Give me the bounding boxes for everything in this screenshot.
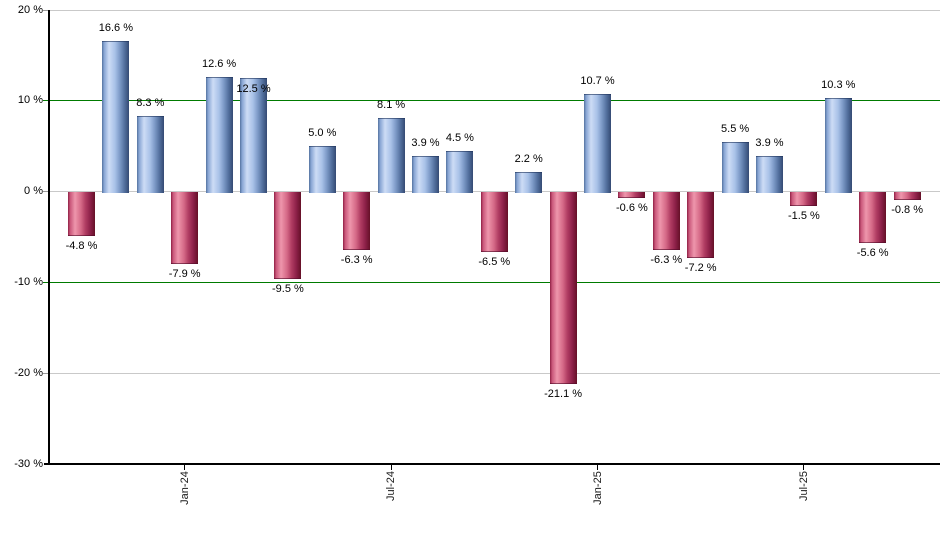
bar-value-label: 3.9 %	[755, 137, 784, 150]
bar-value-label: -1.5 %	[787, 210, 820, 223]
bar-value-label: 8.1 %	[377, 99, 406, 112]
bar	[515, 171, 543, 193]
gridline	[50, 9, 940, 11]
bar	[893, 191, 921, 200]
gridline	[50, 372, 940, 374]
bar	[171, 191, 199, 265]
y-axis-label: -10 %	[14, 275, 43, 288]
bar-value-label: -7.9 %	[168, 268, 201, 281]
y-axis-tick	[43, 281, 48, 283]
bar-value-label: 8.3 %	[136, 97, 165, 110]
bar	[446, 150, 474, 193]
bar	[618, 191, 646, 199]
bar	[721, 141, 749, 193]
bar	[274, 191, 302, 279]
bar	[687, 191, 715, 258]
bar-value-label: 16.6 %	[98, 21, 134, 34]
x-axis-tick	[184, 465, 186, 470]
bar-value-label: 2.2 %	[514, 152, 543, 165]
bar	[824, 98, 852, 193]
bar-value-label: -7.2 %	[684, 261, 717, 274]
bar	[205, 77, 233, 193]
bar	[859, 191, 887, 244]
bar-value-label: 4.5 %	[445, 131, 474, 144]
y-axis-tick	[43, 100, 48, 102]
bar	[136, 116, 164, 193]
bar-value-label: -5.6 %	[856, 247, 889, 260]
bar-value-label: -9.5 %	[271, 282, 304, 295]
bar-value-label: 5.5 %	[721, 122, 750, 135]
x-axis-line	[44, 463, 940, 465]
bar-value-label: 5.0 %	[308, 127, 337, 140]
bar-value-label: -6.3 %	[340, 253, 373, 266]
x-axis-label: Jul-24	[385, 471, 398, 501]
y-axis-label: 20 %	[17, 3, 43, 16]
bar	[68, 191, 95, 237]
y-axis-label: 0 %	[24, 185, 43, 198]
bar-value-label: -0.8 %	[891, 203, 923, 216]
bar	[584, 94, 611, 193]
x-axis-label: Jul-25	[797, 471, 810, 501]
x-axis-tick	[390, 465, 392, 470]
bar	[756, 156, 783, 193]
bar-value-label: 12.5 %	[236, 83, 271, 96]
bar	[343, 191, 371, 250]
bar	[480, 191, 508, 252]
bar-value-label: -6.5 %	[478, 255, 511, 268]
y-axis-tick	[43, 372, 48, 374]
y-axis-line	[48, 10, 50, 464]
y-axis-label: -20 %	[14, 366, 43, 379]
bar	[652, 191, 680, 250]
bar	[102, 40, 130, 193]
bar-value-label: -6.3 %	[650, 253, 683, 266]
bar	[549, 191, 577, 385]
x-axis-tick	[597, 465, 598, 470]
bar-value-label: -4.8 %	[65, 240, 98, 253]
y-axis-tick	[43, 9, 48, 11]
bar	[790, 191, 818, 207]
y-axis-tick	[43, 191, 48, 193]
bar-value-label: 3.9 %	[411, 137, 440, 150]
y-axis-label: 10 %	[17, 94, 43, 107]
bar-value-label: 12.6 %	[201, 58, 237, 71]
x-axis-label: Jan-24	[178, 471, 191, 505]
x-axis-label: Jan-25	[591, 471, 604, 505]
bar-value-label: 10.7 %	[580, 75, 615, 88]
bar-value-label: -21.1 %	[544, 388, 583, 401]
bar-value-label: 10.3 %	[821, 79, 856, 92]
gridline	[50, 281, 940, 283]
bar	[412, 156, 439, 193]
x-axis-tick	[803, 465, 805, 470]
y-axis-label: -30 %	[14, 457, 43, 470]
bar	[377, 118, 405, 193]
bar	[240, 78, 267, 193]
bar	[308, 146, 336, 193]
bar-value-label: -0.6 %	[615, 202, 648, 215]
gridline	[50, 100, 940, 102]
